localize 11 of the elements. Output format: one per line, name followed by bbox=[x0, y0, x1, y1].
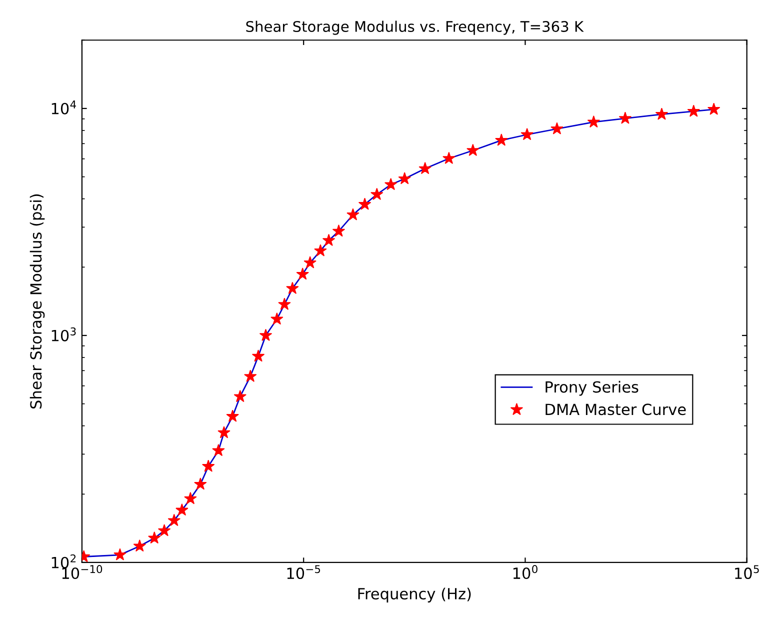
x-tick-label: 10$^{−5}$ bbox=[287, 565, 320, 580]
x-tick-label: 10$^{0}$ bbox=[513, 565, 538, 580]
y-tick-label: 10$^{3}$ bbox=[52, 327, 76, 342]
y-axis-title: Shear Storage Modulus (psi) bbox=[30, 194, 45, 408]
x-axis-title: Frequency (Hz) bbox=[358, 588, 471, 602]
legend-label: DMA Master Curve bbox=[546, 404, 686, 416]
chart-title: Shear Storage Modulus vs. Freqency, T=363 K bbox=[246, 20, 584, 35]
legend-label: Prony Series bbox=[546, 380, 638, 396]
y-tick-label: 10$^{2}$ bbox=[52, 554, 76, 568]
y-tick-label: 10$^{4}$ bbox=[52, 100, 76, 114]
x-tick-label: 10$^{5}$ bbox=[735, 565, 759, 580]
